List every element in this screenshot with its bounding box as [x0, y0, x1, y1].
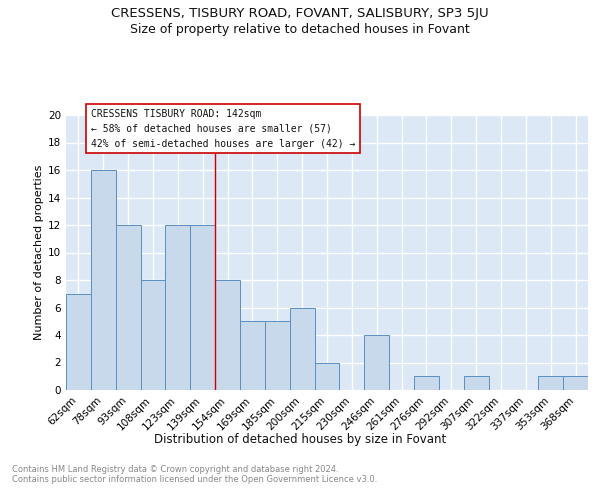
Bar	[116, 225, 140, 390]
Bar	[464, 376, 488, 390]
Text: CRESSENS TISBURY ROAD: 142sqm
← 58% of detached houses are smaller (57)
42% of s: CRESSENS TISBURY ROAD: 142sqm ← 58% of d…	[91, 109, 355, 148]
Bar	[538, 376, 563, 390]
Y-axis label: Number of detached properties: Number of detached properties	[34, 165, 44, 340]
Bar	[215, 280, 240, 390]
Text: CRESSENS, TISBURY ROAD, FOVANT, SALISBURY, SP3 5JU: CRESSENS, TISBURY ROAD, FOVANT, SALISBUR…	[111, 8, 489, 20]
Bar	[414, 376, 439, 390]
Text: Size of property relative to detached houses in Fovant: Size of property relative to detached ho…	[130, 22, 470, 36]
Bar	[140, 280, 166, 390]
Bar	[364, 335, 389, 390]
Bar	[66, 294, 91, 390]
Bar	[314, 362, 340, 390]
Bar	[91, 170, 116, 390]
Bar	[563, 376, 588, 390]
Text: Contains HM Land Registry data © Crown copyright and database right 2024.
Contai: Contains HM Land Registry data © Crown c…	[12, 465, 377, 484]
Bar	[265, 322, 290, 390]
Bar	[166, 225, 190, 390]
Bar	[290, 308, 314, 390]
Bar	[190, 225, 215, 390]
Text: Distribution of detached houses by size in Fovant: Distribution of detached houses by size …	[154, 432, 446, 446]
Bar	[240, 322, 265, 390]
